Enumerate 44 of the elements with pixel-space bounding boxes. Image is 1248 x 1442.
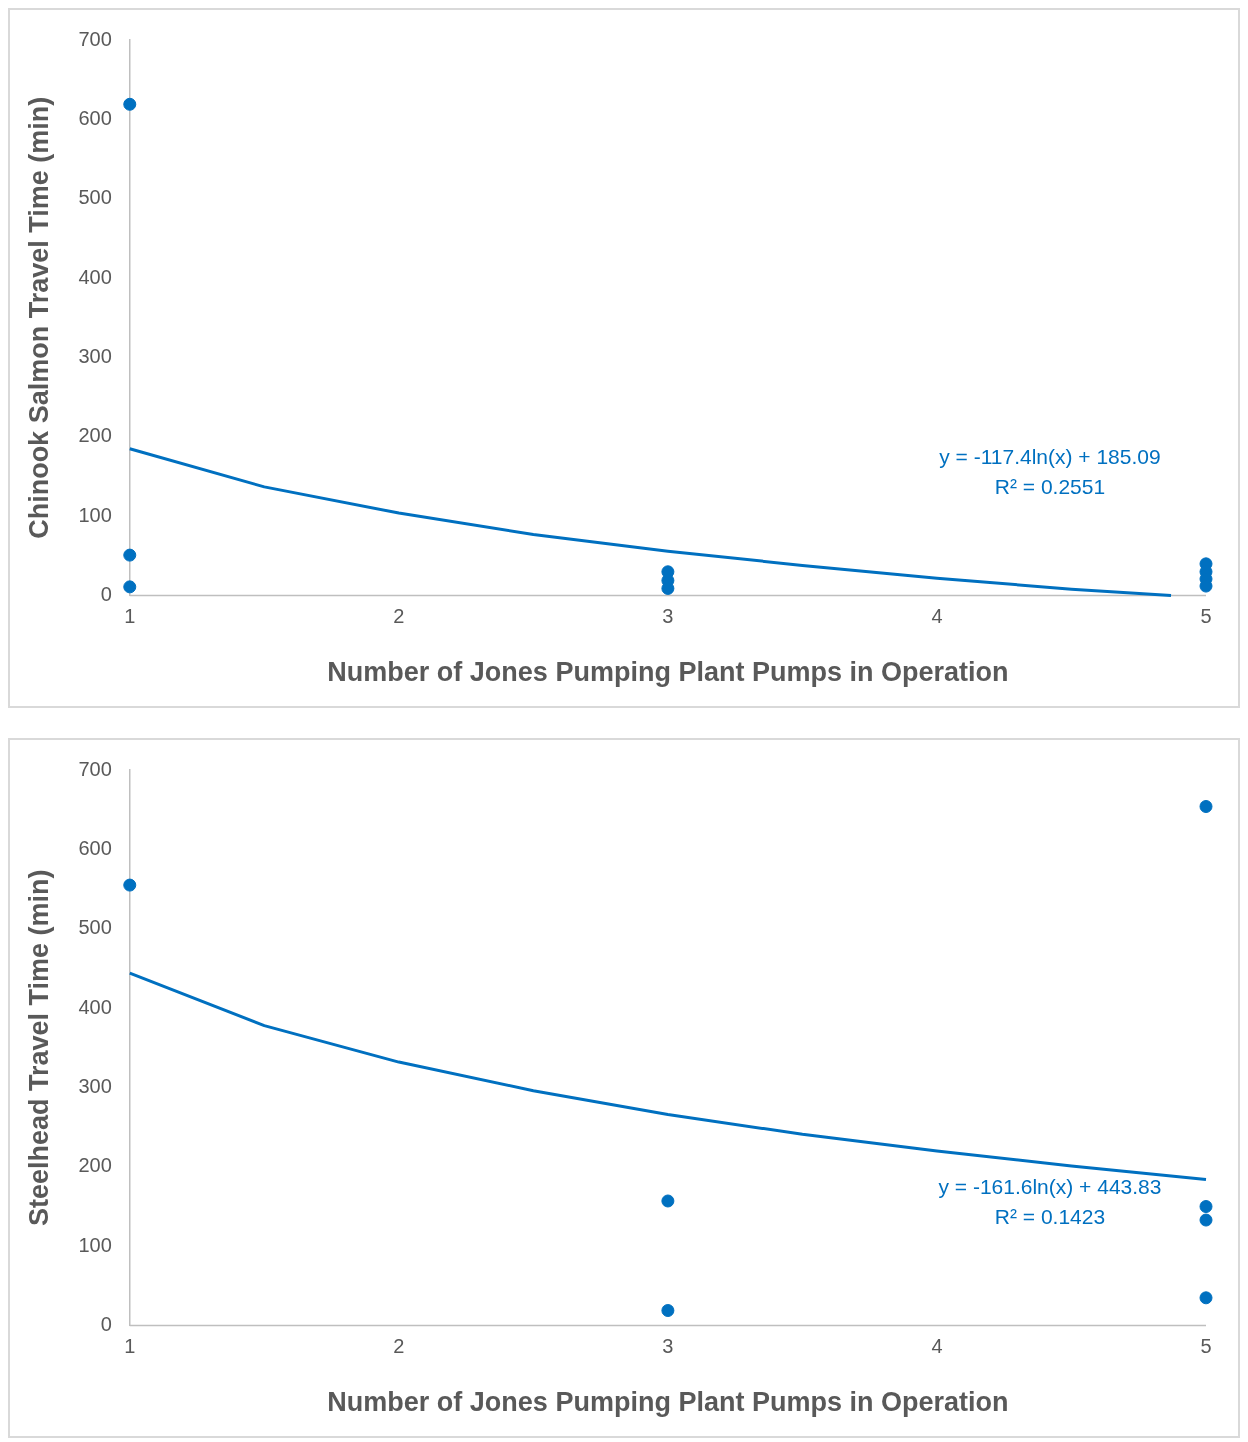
y-tick-label: 0 <box>100 1313 112 1336</box>
y-tick-label: 300 <box>78 1075 112 1097</box>
y-tick-label: 700 <box>78 27 112 50</box>
point <box>661 1304 675 1318</box>
y-tick-label: 400 <box>78 265 112 288</box>
x-tick-label: 2 <box>393 1335 405 1358</box>
y-tick-label: 600 <box>78 836 112 859</box>
x-tick-label: 4 <box>931 1335 943 1358</box>
x-tick-label: 2 <box>393 605 405 628</box>
x-tick-label: 3 <box>662 605 674 628</box>
y-tick-label: 200 <box>78 424 112 447</box>
y-tick-label: 400 <box>78 995 112 1018</box>
point <box>661 1194 675 1208</box>
point <box>1199 1291 1213 1305</box>
y-tick-label: 700 <box>78 757 112 780</box>
y-tick-label: 500 <box>78 916 112 939</box>
y-tick-label: 100 <box>78 1233 112 1256</box>
point <box>1199 1213 1213 1227</box>
y-tick-label: 200 <box>78 1154 112 1177</box>
x-tick-label: 1 <box>124 605 136 628</box>
point <box>123 548 137 562</box>
annotation: R² = 0.1423 <box>994 1205 1106 1229</box>
x-tick-label: 5 <box>1200 605 1212 628</box>
annotation: R² = 0.2551 <box>994 475 1106 499</box>
y-tick-label: 500 <box>78 186 112 209</box>
y-tick-label: 600 <box>78 106 112 129</box>
x-axis-title: Number of Jones Pumping Plant Pumps in Operation <box>327 1387 1009 1418</box>
x-tick-label: 3 <box>662 1335 674 1358</box>
y-axis-title: Steelhead Travel Time (min) <box>23 869 54 1227</box>
point <box>123 878 137 892</box>
y-tick-label: 0 <box>100 583 112 606</box>
annotation: y = -161.6ln(x) + 443.83 <box>938 1175 1162 1199</box>
point <box>123 97 137 111</box>
x-tick-label: 1 <box>124 1335 136 1358</box>
x-tick-label: 5 <box>1200 1335 1212 1358</box>
y-axis-title: Chinook Salmon Travel Time (min) <box>23 96 54 539</box>
x-axis-title: Number of Jones Pumping Plant Pumps in Operation <box>327 657 1009 688</box>
y-tick-label: 100 <box>78 503 112 526</box>
point <box>123 580 137 594</box>
point <box>1199 1200 1213 1214</box>
x-tick-label: 4 <box>931 605 943 628</box>
annotation: y = -117.4ln(x) + 185.09 <box>939 445 1161 469</box>
point <box>1199 800 1213 814</box>
y-tick-label: 300 <box>78 345 112 367</box>
